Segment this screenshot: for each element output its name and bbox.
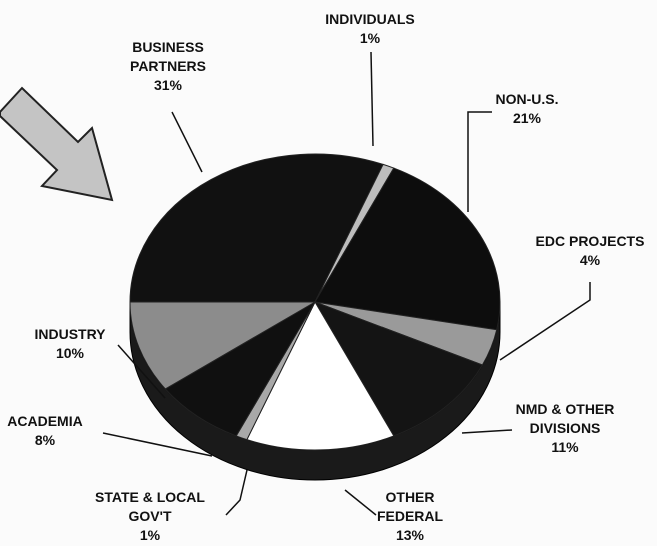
- leader-line: [370, 51, 374, 147]
- category-name: INDIVIDUALS: [325, 11, 415, 27]
- slice-label: STATE & LOCAL GOV'T 1%: [80, 488, 220, 545]
- pie-slice: [129, 153, 384, 303]
- pie-slice: [314, 167, 501, 331]
- arrow: [0, 86, 114, 202]
- value-label: 31%: [153, 77, 183, 93]
- pie-slice: [129, 301, 317, 390]
- slice-label: BUSINESS PARTNERS 31%: [113, 38, 223, 95]
- pie-slice: [164, 300, 317, 437]
- slice-label: NON-U.S. 21%: [472, 90, 582, 128]
- slice-label: INDIVIDUALS 1%: [305, 10, 435, 48]
- pie-slice: [313, 301, 484, 437]
- category-name: NON-U.S.: [495, 91, 559, 107]
- category-name: INDUSTRY: [34, 326, 106, 342]
- value-label: 10%: [55, 345, 85, 361]
- leader-line: [225, 469, 248, 516]
- slice-label: ACADEMIA 8%: [0, 412, 95, 450]
- value-label: 8%: [34, 432, 56, 448]
- category-name: EDC PROJECTS: [535, 233, 645, 249]
- slice-label: NMD & OTHER DIVISIONS 11%: [500, 400, 630, 457]
- leader-line: [499, 282, 591, 361]
- leader-line: [171, 111, 203, 173]
- category-name: OTHER FEDERAL: [376, 489, 444, 524]
- slice-label: EDC PROJECTS 4%: [520, 232, 657, 270]
- pie-slice: [246, 300, 395, 451]
- slice-label: INDUSTRY 10%: [20, 325, 120, 363]
- leader-line: [117, 344, 166, 399]
- category-name: NMD & OTHER DIVISIONS: [515, 401, 615, 436]
- category-name: STATE & LOCAL GOV'T: [95, 489, 205, 524]
- value-label: 4%: [579, 252, 601, 268]
- leader-line: [461, 429, 513, 434]
- value-label: 21%: [512, 110, 542, 126]
- category-name: BUSINESS PARTNERS: [130, 39, 206, 74]
- leader-line: [102, 432, 213, 457]
- value-label: 1%: [139, 527, 161, 543]
- leader-line: [344, 489, 377, 516]
- value-label: 1%: [359, 30, 381, 46]
- value-label: 11%: [551, 439, 579, 455]
- slice-label: OTHER FEDERAL 13%: [360, 488, 460, 545]
- category-name: ACADEMIA: [7, 413, 83, 429]
- leader-line: [467, 111, 492, 212]
- value-label: 13%: [395, 527, 425, 543]
